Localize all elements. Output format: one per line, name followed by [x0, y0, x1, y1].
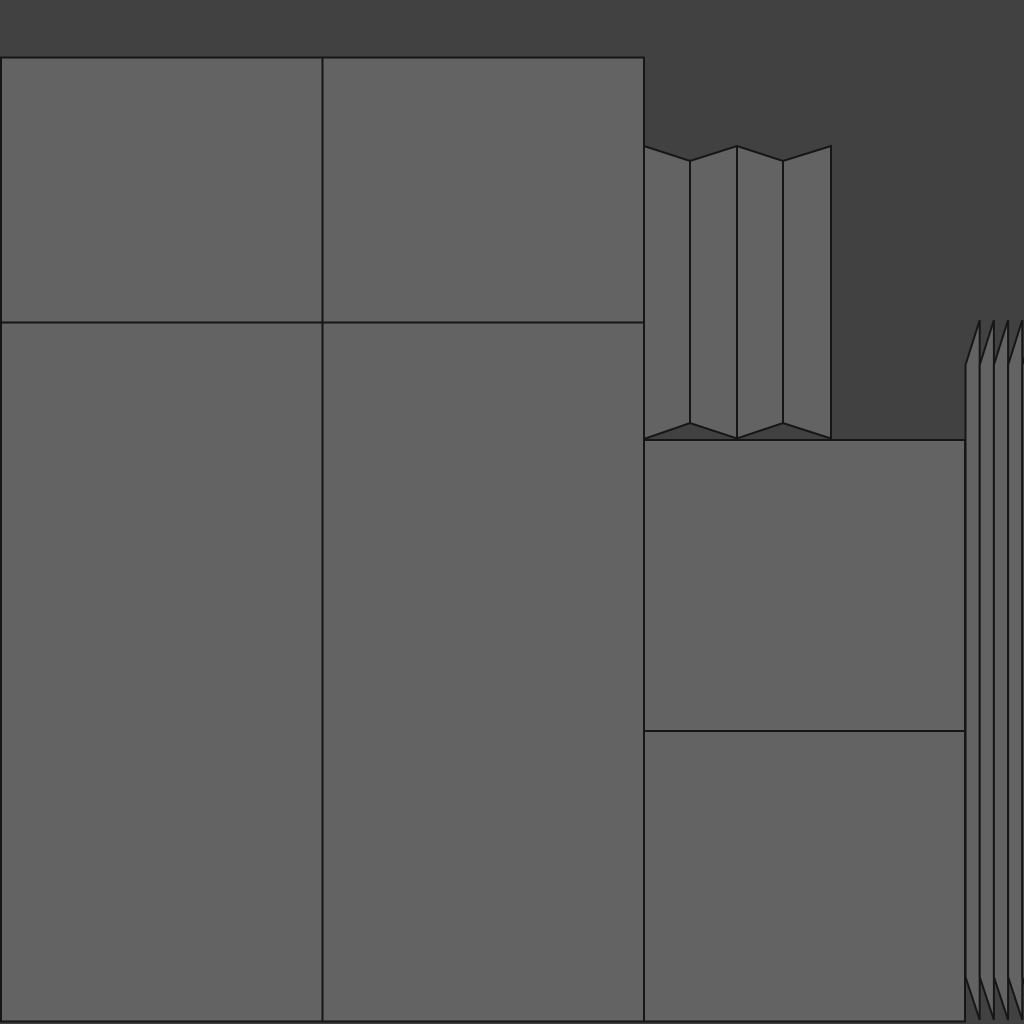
edge-pleat-strip-3 — [992, 319, 1010, 1021]
edge-pleat-strip-1 — [964, 319, 981, 1021]
right-panel-lower — [643, 730, 966, 1023]
edge-pleat-strip-4 — [1007, 319, 1024, 1021]
right-panel-upper — [643, 439, 966, 732]
edge-pleat-strip-2 — [978, 319, 995, 1021]
